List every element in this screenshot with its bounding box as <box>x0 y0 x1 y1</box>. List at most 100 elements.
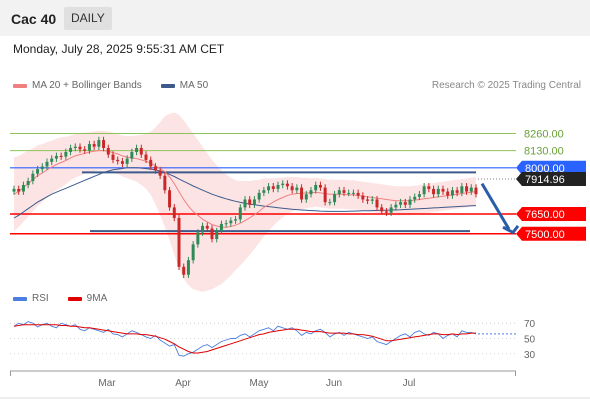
candle-body <box>243 199 247 208</box>
candle-body <box>73 146 77 148</box>
candle-body <box>130 151 134 159</box>
candle-body <box>149 159 153 167</box>
candle-body <box>333 194 337 203</box>
candle-body <box>318 184 322 188</box>
candle-body <box>384 211 388 213</box>
candle-body <box>78 146 82 150</box>
candle-body <box>276 184 280 189</box>
candle-body <box>281 183 285 185</box>
ma20-swatch <box>13 83 27 88</box>
candle-body <box>394 204 398 208</box>
candle-body <box>328 202 332 204</box>
candle-body <box>337 190 341 195</box>
x-tick-label: Jun <box>326 378 342 389</box>
resistance-level-label: 8130.00 <box>524 146 564 158</box>
candle-body <box>446 191 450 196</box>
candle-body <box>455 190 459 193</box>
candle-body <box>408 199 412 205</box>
candle-body <box>125 158 129 164</box>
support-level-tag <box>516 207 586 221</box>
support-level-tag <box>516 226 586 241</box>
candle-body <box>309 190 313 195</box>
candle-body <box>422 186 426 195</box>
support-level-label: 7650.00 <box>525 209 565 221</box>
candle-body <box>215 231 219 240</box>
candle-body <box>399 202 403 205</box>
projection-arrowhead <box>502 224 520 235</box>
candle-body <box>229 220 233 224</box>
candle-body <box>135 148 139 152</box>
candle-body <box>389 207 393 213</box>
candle-body <box>177 217 181 267</box>
candle-body <box>219 223 223 232</box>
x-tick-label: Jul <box>403 378 416 389</box>
candle-body <box>186 260 190 275</box>
candle-body <box>40 166 44 170</box>
candle-body <box>342 190 346 193</box>
rsi-legend-label: RSI <box>32 293 49 304</box>
candle-body <box>196 232 200 245</box>
candle-body <box>469 187 473 192</box>
rsi-legend: RSI 9MA <box>13 293 107 304</box>
candle-body <box>460 186 464 193</box>
period-button[interactable]: DAILY <box>64 7 112 30</box>
candle-body <box>271 186 275 189</box>
candle-body <box>163 175 167 191</box>
candle-body <box>474 187 478 195</box>
candle-body <box>172 207 176 218</box>
candle-body <box>31 173 35 181</box>
x-tick-label: Apr <box>175 378 191 389</box>
x-tick-label: May <box>250 378 269 389</box>
candle-body <box>361 195 365 200</box>
projection-arrow <box>480 182 511 230</box>
candle-body <box>285 183 289 187</box>
candle-body <box>106 148 110 155</box>
candle-body <box>201 225 205 233</box>
candle-body <box>262 190 266 193</box>
candle-body <box>182 266 186 275</box>
rsi-tick-label: 70 <box>524 319 536 330</box>
candle-body <box>210 228 214 240</box>
candle-body <box>87 144 91 151</box>
candle-body <box>441 188 445 192</box>
candle-body <box>102 140 106 148</box>
rsi-tick-label: 30 <box>524 350 536 361</box>
candle-body <box>92 144 96 147</box>
candle-body <box>295 187 299 191</box>
candle-body <box>139 148 143 155</box>
candle-body <box>427 186 431 189</box>
candle-body <box>314 184 318 191</box>
candle-body <box>234 219 238 221</box>
price-legend: MA 20 + Bollinger Bands MA 50 <box>13 80 208 91</box>
candle-body <box>158 170 162 176</box>
candle-body <box>252 199 256 205</box>
candle-body <box>366 199 370 201</box>
candle-body <box>347 192 351 194</box>
candle-body <box>50 158 54 162</box>
candle-body <box>17 188 21 192</box>
candle-body <box>26 181 30 185</box>
candle-body <box>465 186 469 192</box>
pivot-level-label: 8000.00 <box>525 163 565 175</box>
candle-body <box>54 155 58 159</box>
pivot-level-tag <box>516 160 586 175</box>
candle-body <box>83 149 87 151</box>
support-level-label: 7500.00 <box>525 229 565 241</box>
instrument-title: Cac 40 <box>11 11 57 27</box>
candle-body <box>224 223 228 225</box>
candle-body <box>436 188 440 195</box>
candle-body <box>432 188 436 195</box>
candle-body <box>290 186 294 191</box>
candle-body <box>21 184 25 192</box>
candle-body <box>153 166 157 171</box>
candle-body <box>267 186 271 191</box>
resistance-level-label: 8260.00 <box>524 128 564 140</box>
candle-body <box>257 192 261 200</box>
candle-body <box>36 169 40 174</box>
candle-body <box>191 244 195 261</box>
candle-body <box>238 207 242 220</box>
candle-body <box>356 192 360 196</box>
candle-body <box>97 140 101 147</box>
candle-body <box>45 161 49 167</box>
